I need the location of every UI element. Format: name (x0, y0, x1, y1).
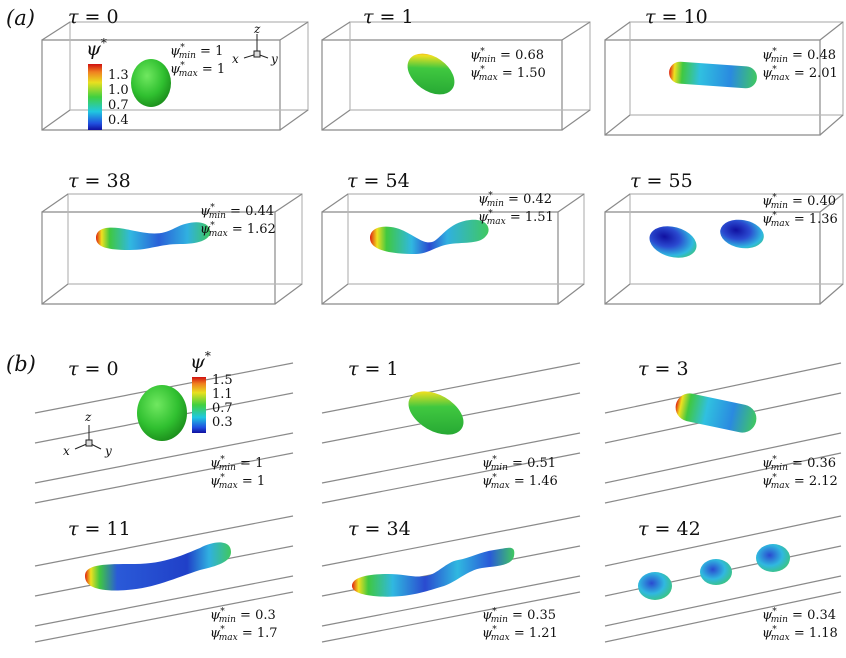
channel-b3 (604, 362, 842, 504)
colorbar-b-title: ψ* (190, 349, 211, 373)
axis-z-b: z (85, 410, 92, 424)
axis-y-b: y (105, 444, 112, 458)
panel-a1: ψ* 1.3 1.0 0.7 0.4 z x y (30, 10, 309, 160)
panel-a2 (321, 10, 592, 160)
panel-a4 (30, 172, 303, 322)
axes-triad-a (243, 34, 269, 59)
axis-y-a: y (271, 52, 278, 66)
tau-label-b6: τ = 42 (638, 518, 701, 540)
droplet-a6-left (649, 226, 697, 258)
colorbar-a-title: ψ* (86, 36, 107, 60)
droplet-b5 (352, 547, 515, 597)
tau-label-a5: τ = 54 (347, 170, 410, 192)
psi-max-b1: ψ*max = 1 (210, 473, 266, 491)
psi-max-a1: ψ*max = 1 (170, 61, 226, 79)
droplet-b4 (85, 542, 231, 591)
psi-min-b2: ψ*min = 0.51 (482, 455, 557, 473)
panel-b3 (604, 355, 846, 505)
axis-z-a: z (254, 22, 261, 36)
box-a1 (41, 21, 309, 131)
tau-label-a4: τ = 38 (68, 170, 131, 192)
droplet-b6-1 (638, 572, 672, 600)
droplet-a6-right (720, 219, 764, 249)
panel-b2 (321, 355, 592, 505)
colorbar-b-tick-1: 1.1 (212, 387, 233, 402)
axis-x-a: x (232, 52, 239, 66)
psi-min-a4: ψ*min = 0.44 (200, 203, 275, 221)
droplet-b2 (408, 391, 464, 435)
tau-label-b3: τ = 3 (638, 358, 689, 380)
colorbar-a (88, 64, 102, 130)
channel-b6 (604, 515, 842, 643)
box-a2 (321, 21, 591, 131)
psi-min-a6: ψ*min = 0.40 (762, 193, 837, 211)
psi-min-a5: ψ*min = 0.42 (478, 191, 553, 209)
box-a3 (604, 21, 844, 136)
psi-min-b6: ψ*min = 0.34 (762, 607, 837, 625)
psi-min-b4: ψ*min = 0.3 (210, 607, 276, 625)
tau-label-a6: τ = 55 (630, 170, 693, 192)
colorbar-a-tick-1: 1.0 (108, 83, 129, 98)
colorbar-b-tick-3: 0.3 (212, 415, 233, 430)
tau-label-b2: τ = 1 (348, 358, 399, 380)
channel-b4 (34, 515, 294, 643)
panel-b5 (321, 508, 592, 658)
psi-max-b2: ψ*max = 1.46 (482, 473, 558, 491)
colorbar-a-tick-2: 0.7 (108, 98, 129, 113)
tau-label-a1: τ = 0 (68, 6, 119, 28)
psi-min-b3: ψ*min = 0.36 (762, 455, 837, 473)
panel-a6 (604, 172, 846, 322)
psi-min-b5: ψ*min = 0.35 (482, 607, 557, 625)
droplet-a1 (131, 59, 171, 107)
psi-max-a4: ψ*max = 1.62 (200, 221, 276, 239)
part-a-label: (a) (6, 6, 35, 30)
droplet-b6-3 (756, 544, 790, 572)
droplet-b6-2 (700, 559, 732, 585)
panel-b6 (604, 508, 846, 658)
panel-a3 (604, 10, 846, 160)
axes-triad-b (74, 425, 102, 450)
box-a4 (41, 193, 303, 305)
panel-b1: ψ* 1.5 1.1 0.7 0.3 z x y (34, 349, 305, 505)
box-a5 (321, 193, 585, 305)
psi-max-b3: ψ*max = 2.12 (762, 473, 838, 491)
droplet-a5 (370, 219, 489, 254)
psi-max-a6: ψ*max = 1.36 (762, 211, 838, 229)
psi-max-a3: ψ*max = 2.01 (762, 65, 838, 83)
channel-b5 (321, 515, 581, 643)
psi-max-b6: ψ*max = 1.18 (762, 625, 838, 643)
psi-min-a1: ψ*min = 1 (170, 43, 224, 61)
droplet-b3 (675, 393, 757, 433)
tau-label-a3: τ = 10 (645, 6, 708, 28)
psi-max-a2: ψ*max = 1.50 (470, 65, 546, 83)
colorbar-a-tick-3: 0.4 (108, 113, 129, 128)
psi-max-a5: ψ*max = 1.51 (478, 209, 554, 227)
colorbar-b-tick-2: 0.7 (212, 401, 233, 416)
droplet-a2 (407, 53, 455, 95)
colorbar-a-tick-0: 1.3 (108, 68, 129, 83)
panel-b4 (34, 508, 305, 658)
axis-x-b: x (63, 444, 70, 458)
box-a6 (604, 193, 844, 305)
psi-max-b4: ψ*max = 1.7 (210, 625, 278, 643)
colorbar-b-tick-0: 1.5 (212, 373, 233, 388)
channel-b2 (321, 362, 581, 504)
psi-min-b1: ψ*min = 1 (210, 455, 264, 473)
psi-max-b5: ψ*max = 1.21 (482, 625, 558, 643)
psi-min-a2: ψ*min = 0.68 (470, 47, 545, 65)
tau-label-b4: τ = 11 (68, 518, 131, 540)
psi-min-a3: ψ*min = 0.48 (762, 47, 837, 65)
droplet-b1 (137, 385, 187, 441)
droplet-a3 (669, 61, 757, 89)
panel-a5 (320, 172, 590, 322)
tau-label-b5: τ = 34 (348, 518, 411, 540)
part-b-label: (b) (6, 352, 36, 376)
tau-label-b1: τ = 0 (68, 358, 119, 380)
colorbar-b (192, 377, 206, 433)
channel-b1 (34, 362, 294, 504)
tau-label-a2: τ = 1 (363, 6, 414, 28)
droplet-a4 (96, 222, 211, 250)
